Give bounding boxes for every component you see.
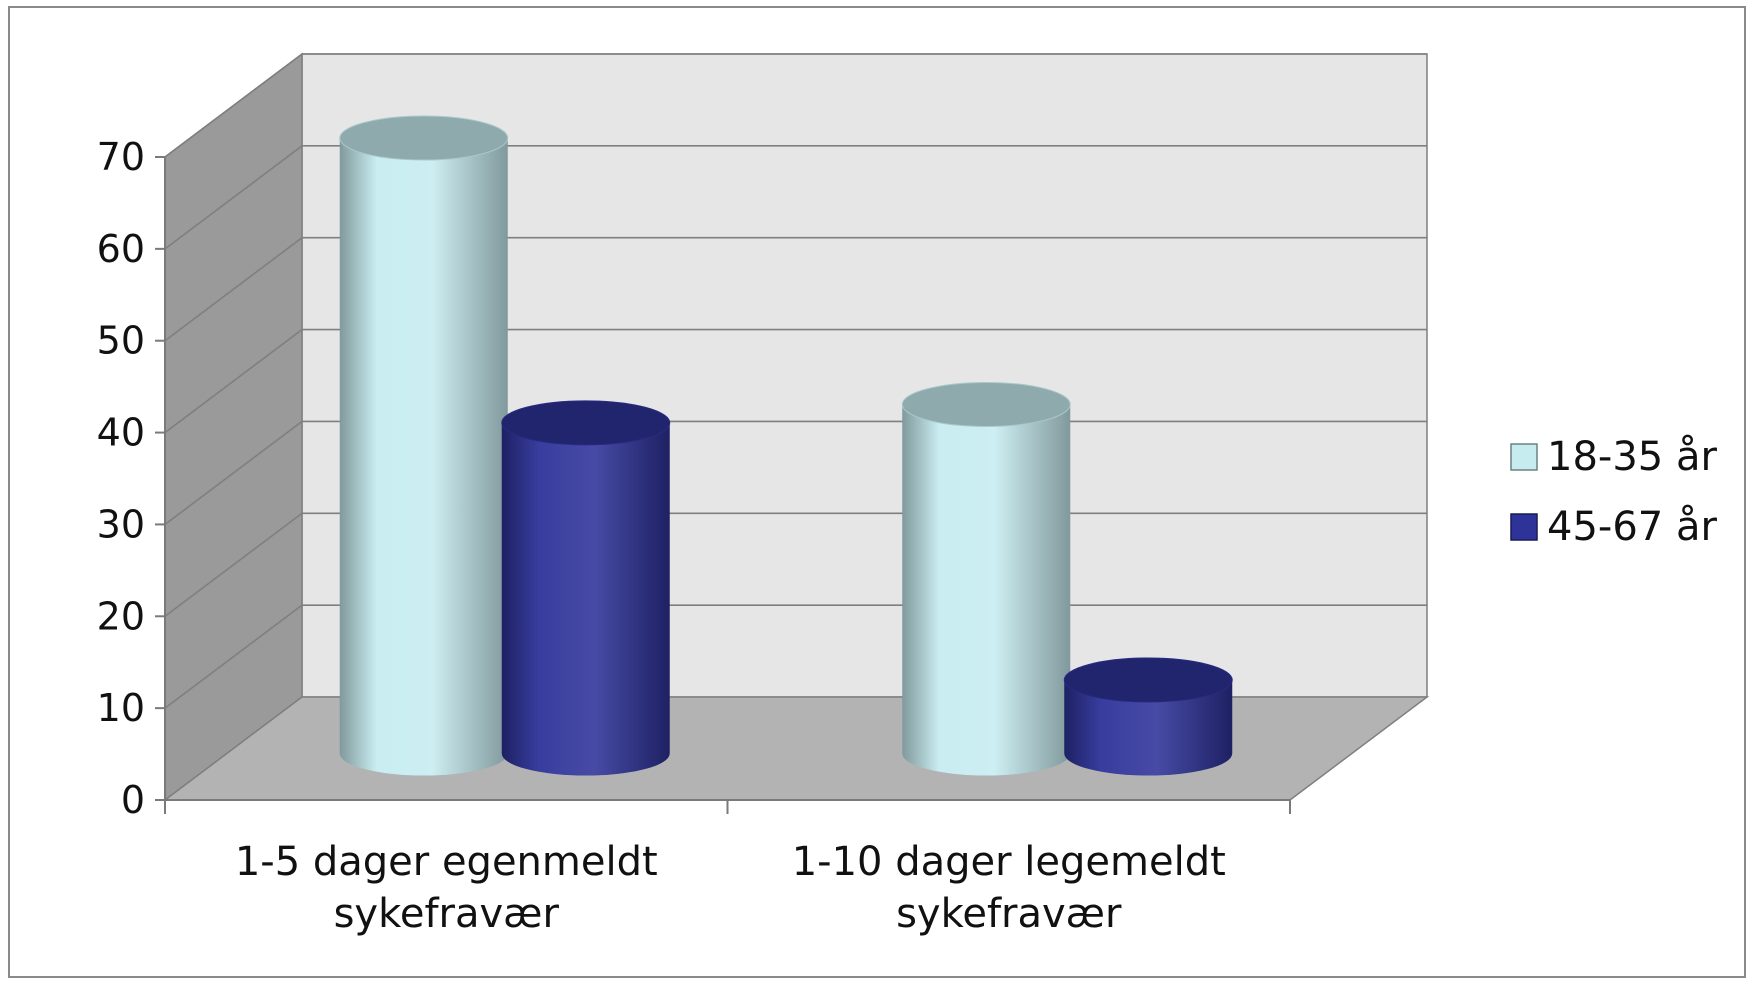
x-category-label-line: 1-5 dager egenmeldt: [235, 839, 658, 885]
bar-top: [1063, 657, 1233, 703]
legend: 18-35 år 45-67 år: [1510, 434, 1717, 550]
bar: [339, 115, 509, 776]
y-tick-label: 0: [121, 778, 145, 822]
bar-top: [339, 115, 509, 161]
legend-swatch: [1510, 443, 1538, 471]
bar-top: [501, 400, 671, 446]
bar-top: [901, 381, 1071, 427]
axes: [155, 156, 1291, 814]
gridline: [164, 53, 1427, 158]
bar-body: [501, 422, 670, 776]
legend-label: 18-35 år: [1547, 434, 1717, 480]
bar-body: [1064, 680, 1233, 776]
gridline: [164, 236, 1427, 342]
bar: [1063, 657, 1233, 776]
x-category-label-line: sykefravær: [334, 891, 560, 937]
y-tick-label: 20: [97, 594, 145, 638]
gridline: [164, 145, 1427, 250]
y-tick-label: 40: [97, 411, 145, 455]
bar: [901, 381, 1071, 776]
bars: [339, 115, 1233, 776]
x-category-label: 1-10 dager legemeldt sykefravær: [792, 839, 1226, 937]
y-tick-label: 30: [97, 502, 145, 546]
y-axis-tick-labels: 0 10 20 30 40 50 60 70: [97, 135, 145, 822]
gridline: [164, 328, 1427, 434]
bar-body: [902, 404, 1071, 776]
legend-label: 45-67 år: [1547, 504, 1717, 550]
x-category-label-line: sykefravær: [896, 891, 1122, 937]
bar: [501, 400, 671, 776]
legend-item: 45-67 år: [1510, 504, 1717, 550]
y-tick-label: 50: [97, 319, 145, 363]
y-tick-label: 70: [97, 135, 145, 179]
bar-body: [339, 138, 508, 776]
legend-item: 18-35 år: [1510, 434, 1717, 480]
y-tick-label: 60: [97, 227, 145, 271]
y-tick-label: 10: [97, 686, 145, 730]
x-category-label-line: 1-10 dager legemeldt: [792, 839, 1226, 885]
legend-swatch: [1510, 513, 1538, 541]
x-category-label: 1-5 dager egenmeldt sykefravær: [235, 839, 658, 937]
side-wall: [164, 52, 303, 802]
